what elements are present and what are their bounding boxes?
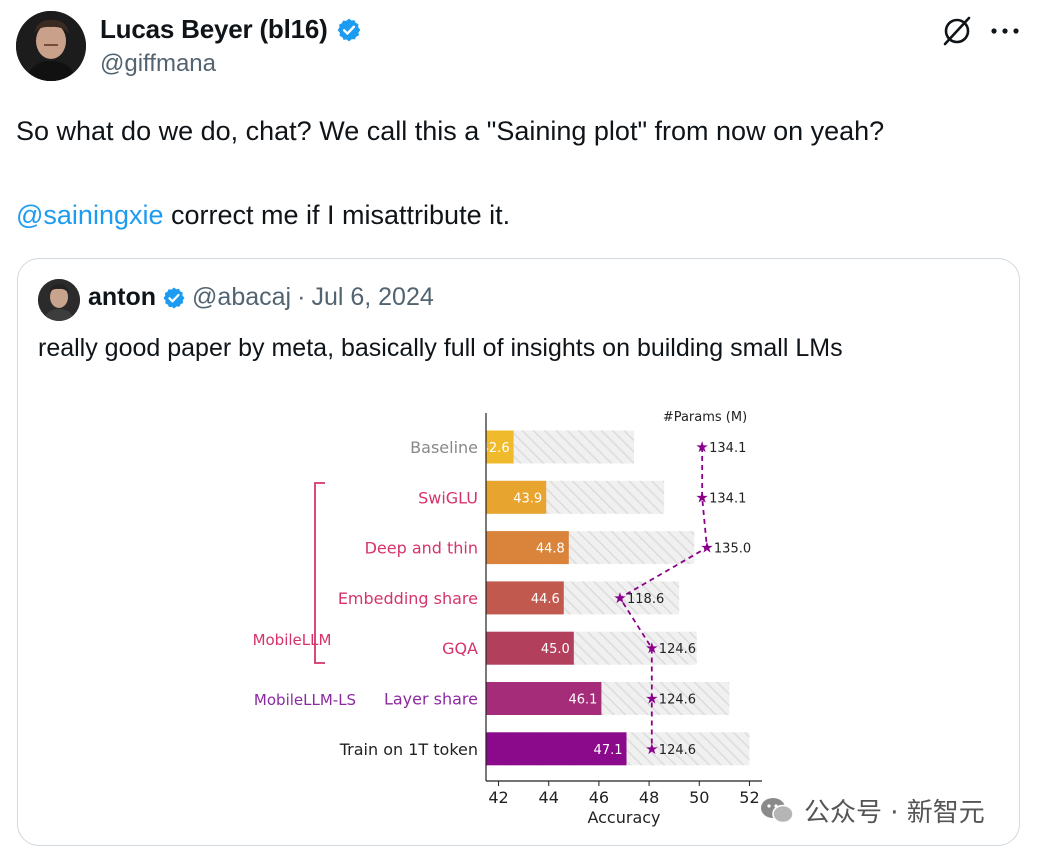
author-name-row: Lucas Beyer (bl16) bbox=[100, 14, 362, 45]
category-label: Train on 1T token bbox=[339, 740, 478, 759]
quote-display-name[interactable]: anton bbox=[88, 283, 157, 311]
grok-icon[interactable] bbox=[940, 14, 974, 48]
value-label: 44.6 bbox=[531, 592, 560, 607]
watermark: 公众号 · 新智元 bbox=[760, 792, 985, 829]
x-tick-label: 44 bbox=[539, 788, 559, 807]
params-label: 134.1 bbox=[709, 441, 746, 456]
category-label: Embedding share bbox=[338, 589, 478, 608]
verified-badge-icon bbox=[162, 286, 186, 310]
params-star: ★ bbox=[645, 639, 658, 657]
value-bar bbox=[486, 581, 564, 615]
value-label: 44.8 bbox=[536, 542, 565, 557]
mention-link[interactable]: @sainingxie bbox=[16, 200, 164, 230]
params-title: #Params (M) bbox=[663, 410, 747, 425]
params-line bbox=[618, 447, 708, 749]
quote-handle[interactable]: @abacaj bbox=[192, 283, 292, 311]
quote-separator: · bbox=[297, 283, 306, 311]
params-label: 134.1 bbox=[709, 491, 746, 506]
author-avatar[interactable] bbox=[16, 11, 86, 81]
watermark-text: 公众号 · 新智元 bbox=[804, 798, 985, 828]
value-label: 47.1 bbox=[594, 743, 623, 758]
x-tick-label: 50 bbox=[689, 788, 709, 807]
more-icon[interactable] bbox=[988, 14, 1022, 48]
params-label: 118.6 bbox=[627, 592, 664, 607]
x-tick-label: 52 bbox=[739, 788, 759, 807]
group-label-mobilellm-ls: MobileLLM-LS bbox=[254, 691, 356, 709]
value-bar bbox=[486, 631, 574, 665]
x-tick-label: 46 bbox=[589, 788, 609, 807]
x-tick-label: 48 bbox=[639, 788, 659, 807]
category-label: Baseline bbox=[410, 438, 478, 457]
value-bar bbox=[486, 682, 602, 715]
x-axis-label: Accuracy bbox=[587, 808, 660, 827]
value-label: 42.6 bbox=[481, 441, 510, 456]
value-bar bbox=[486, 531, 569, 565]
quote-author-avatar[interactable] bbox=[38, 279, 80, 321]
category-label: SwiGLU bbox=[418, 488, 478, 507]
category-label: Layer share bbox=[384, 690, 478, 709]
params-label: 135.0 bbox=[714, 542, 751, 557]
group-label-mobilellm: MobileLLM bbox=[253, 631, 332, 649]
author-handle[interactable]: @giffmana bbox=[100, 50, 216, 77]
wechat-icon bbox=[760, 796, 794, 826]
category-label: GQA bbox=[442, 639, 478, 658]
quote-date[interactable]: Jul 6, 2024 bbox=[311, 283, 434, 311]
params-label: 124.6 bbox=[659, 642, 696, 657]
category-label: Deep and thin bbox=[365, 539, 478, 558]
value-bar bbox=[486, 480, 547, 514]
x-tick-label: 42 bbox=[488, 788, 508, 807]
group-bracket bbox=[314, 482, 325, 664]
verified-badge-icon bbox=[336, 17, 362, 43]
tweet-text-line2: @sainingxie correct me if I misattribute… bbox=[16, 194, 1026, 236]
tweet-text-line1: So what do we do, chat? We call this a "… bbox=[16, 116, 885, 146]
params-star: ★ bbox=[613, 589, 626, 607]
params-star: ★ bbox=[700, 539, 713, 557]
params-label: 124.6 bbox=[659, 743, 696, 758]
params-star: ★ bbox=[645, 690, 658, 708]
quote-author-row: anton @abacaj · Jul 6, 2024 bbox=[88, 283, 434, 312]
tweet-text-line2-rest: correct me if I misattribute it. bbox=[163, 200, 511, 230]
params-label: 124.6 bbox=[659, 693, 696, 708]
value-bar bbox=[486, 732, 627, 766]
params-star: ★ bbox=[695, 488, 708, 506]
quote-text: really good paper by meta, basically ful… bbox=[38, 334, 843, 362]
author-display-name[interactable]: Lucas Beyer (bl16) bbox=[100, 14, 328, 44]
value-label: 45.0 bbox=[541, 642, 570, 657]
value-bar bbox=[486, 430, 514, 464]
value-label: 43.9 bbox=[513, 491, 542, 506]
value-label: 46.1 bbox=[568, 693, 597, 708]
params-star: ★ bbox=[695, 438, 708, 456]
params-star: ★ bbox=[645, 740, 658, 758]
